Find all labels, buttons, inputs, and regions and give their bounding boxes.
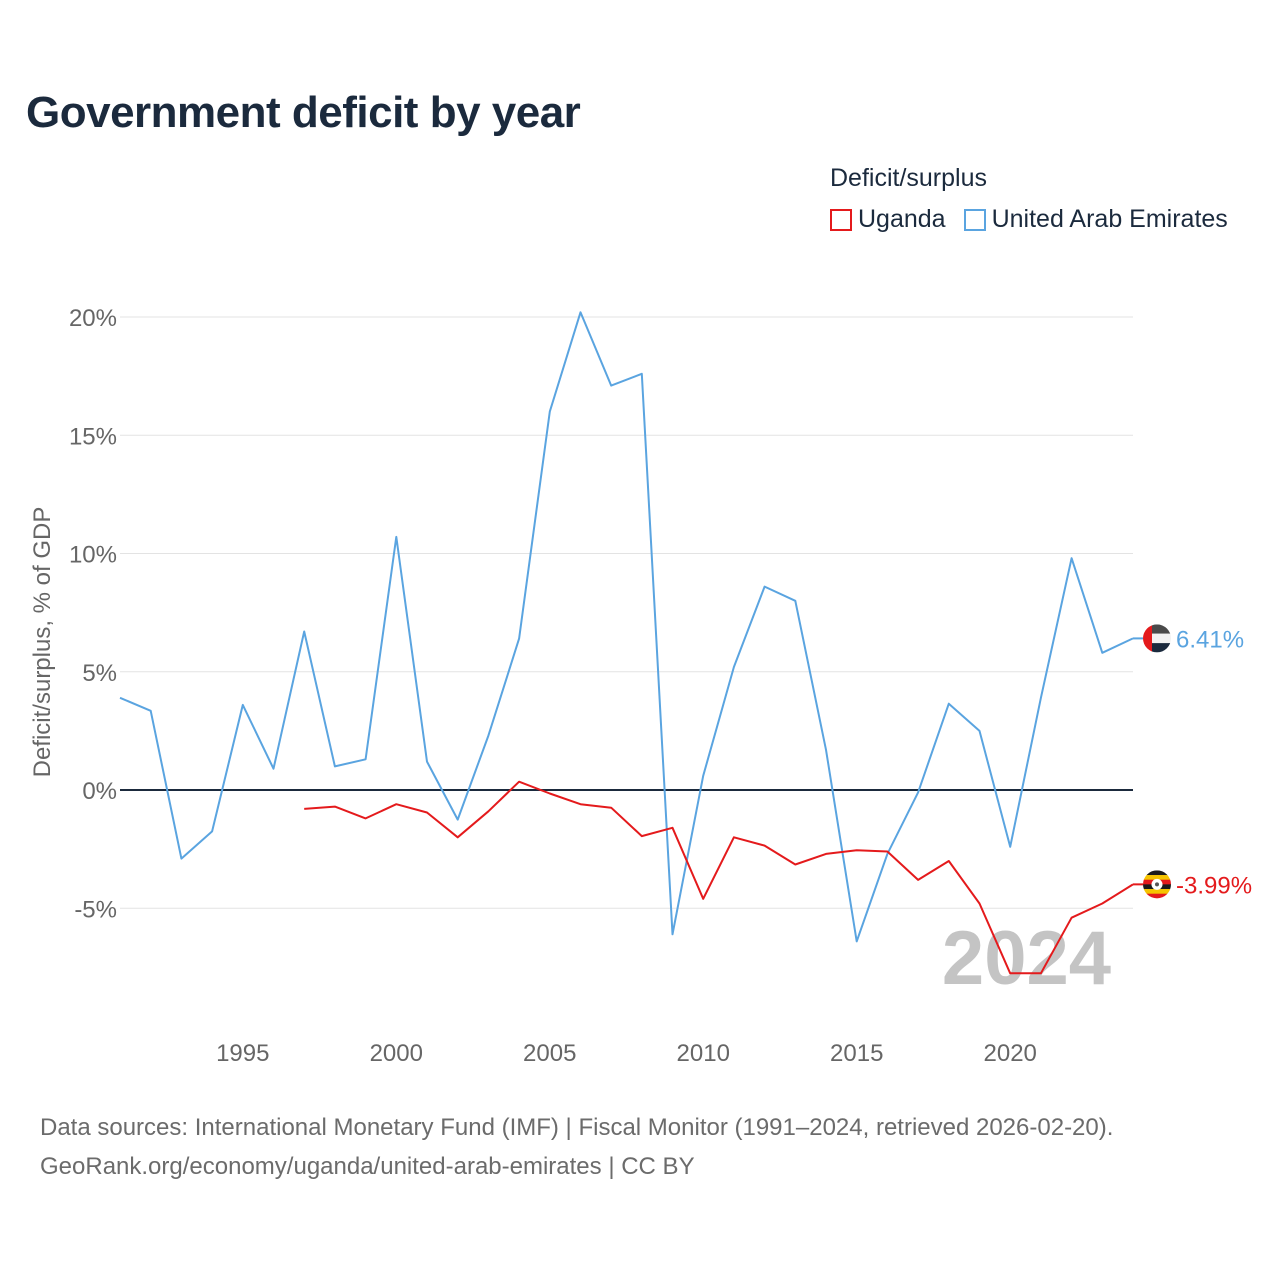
y-tick-label: 15%	[69, 423, 117, 450]
series-lines	[119, 311, 1134, 975]
x-tick-label: 2000	[370, 1040, 423, 1067]
legend-title: Deficit/surplus	[830, 164, 987, 192]
year-watermark: 2024	[942, 916, 1111, 1001]
y-tick-label: 20%	[69, 305, 117, 332]
legend-item-uganda[interactable]: Uganda	[830, 205, 946, 234]
x-tick-label: 2020	[984, 1040, 1037, 1067]
gridlines	[120, 316, 1133, 909]
series-line-united-arab-emirates[interactable]	[119, 311, 1134, 943]
y-axis-label: Deficit/surplus, % of GDP	[29, 507, 56, 778]
uae-flag-icon	[1143, 624, 1171, 653]
attribution-link[interactable]: GeoRank.org/economy/uganda/united-arab-e…	[40, 1153, 695, 1180]
x-tick-label: 1995	[216, 1040, 269, 1067]
legend-item-uae[interactable]: United Arab Emirates	[963, 205, 1228, 234]
end-value-label-uganda: -3.99%	[1176, 872, 1252, 899]
y-tick-label: 10%	[69, 542, 117, 569]
x-tick-label: 2005	[523, 1040, 576, 1067]
footer: Data sources: International Monetary Fun…	[40, 1108, 1113, 1186]
legend-swatch-uae	[963, 208, 986, 231]
x-tick-label: 2010	[677, 1040, 730, 1067]
legend-swatch-uganda	[830, 208, 852, 231]
series-line-uganda[interactable]	[304, 780, 1134, 975]
legend-label-uganda: Uganda	[858, 205, 946, 233]
legend-label-uae: United Arab Emirates	[991, 205, 1228, 233]
x-tick-label: 2015	[830, 1040, 883, 1067]
data-source-text: Data sources: International Monetary Fun…	[40, 1114, 1114, 1141]
end-value-label-united-arab-emirates: 6.41%	[1176, 626, 1244, 653]
y-tick-label: 5%	[82, 660, 117, 687]
y-axis-ticks: -5% 0% 5% 10% 15% 20%	[69, 305, 117, 923]
x-axis-ticks: 1995 2000 2005 2010 2015 2020	[216, 1040, 1037, 1067]
legend: Uganda United Arab Emirates	[830, 205, 1228, 234]
y-tick-label: -5%	[74, 896, 117, 923]
end-labels: 6.41% -3.99%	[1133, 624, 1252, 899]
end-flag-united-arab-emirates	[1133, 624, 1171, 653]
uganda-flag-icon	[1143, 870, 1171, 899]
y-tick-label: 0%	[82, 778, 117, 805]
end-flag-uganda	[1133, 870, 1171, 899]
chart-title: Government deficit by year	[26, 88, 581, 137]
